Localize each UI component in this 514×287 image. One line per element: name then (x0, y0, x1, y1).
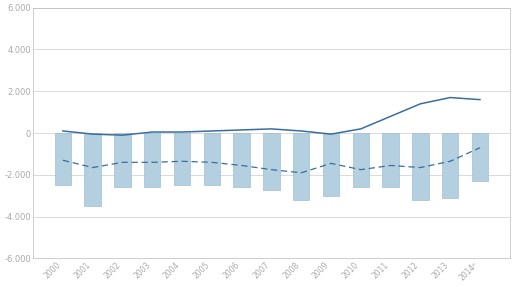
Bar (442, 133, 458, 198)
Bar (323, 133, 339, 196)
Bar (293, 133, 309, 200)
Bar (233, 133, 250, 187)
Bar (353, 133, 369, 187)
Bar (84, 133, 101, 206)
Bar (204, 133, 220, 185)
Bar (263, 133, 280, 189)
Bar (412, 133, 429, 200)
Bar (472, 133, 488, 181)
Bar (174, 133, 190, 185)
Bar (54, 133, 71, 185)
Bar (114, 133, 131, 187)
Bar (144, 133, 160, 187)
Bar (382, 133, 399, 187)
